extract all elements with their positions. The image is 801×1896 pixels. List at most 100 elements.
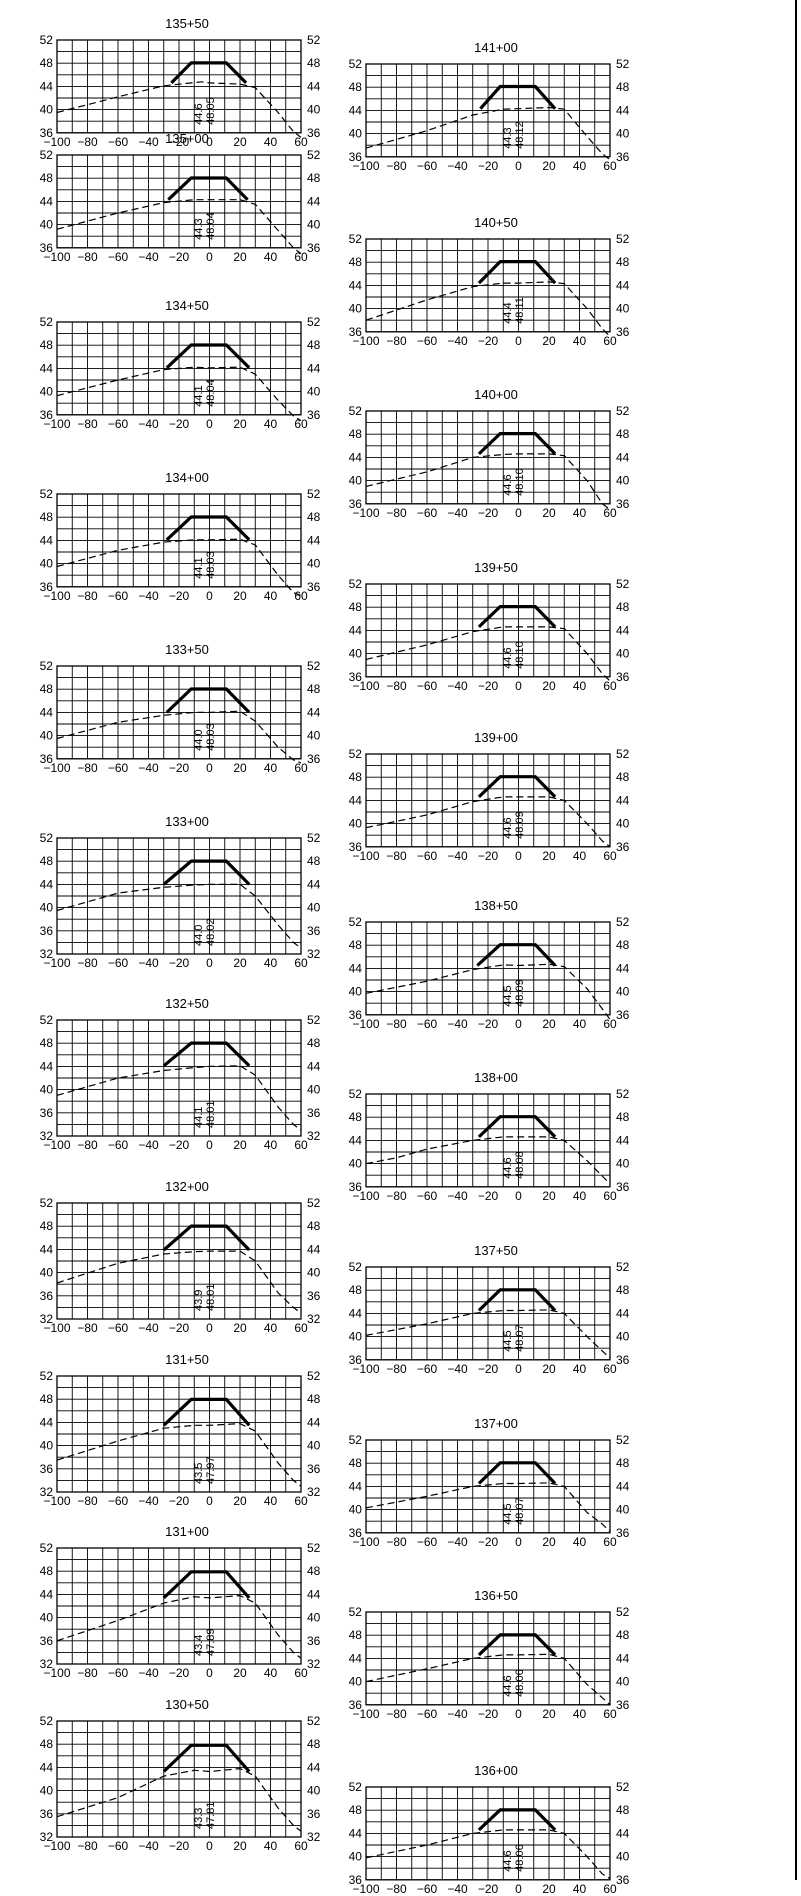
y-tick-label-right: 48 <box>307 1036 321 1050</box>
design-level-label: 48.05 <box>205 97 217 125</box>
x-tick-label: −20 <box>478 1882 499 1896</box>
x-tick-label: 60 <box>294 589 308 603</box>
x-tick-label: −100 <box>353 1882 380 1896</box>
x-tick-label: 20 <box>542 506 556 520</box>
y-tick-label-left: 44 <box>349 623 363 637</box>
y-tick-label-right: 32 <box>307 1830 321 1844</box>
y-tick-label-right: 52 <box>616 232 630 246</box>
y-tick-label-left: 48 <box>349 938 363 952</box>
x-tick-label: 0 <box>206 417 213 431</box>
plot-frame <box>365 238 611 333</box>
x-tick-label: −100 <box>43 1494 70 1508</box>
y-tick-label-right: 36 <box>307 241 321 255</box>
design-section-line <box>477 1461 557 1485</box>
x-tick-label: −80 <box>386 1882 407 1896</box>
cross-section-chart: 138+50 36 36 40 40 44 44 48 48 52 52 −100 −80 −60 −40−… <box>349 898 630 1031</box>
x-tick-label: −40 <box>447 1362 468 1376</box>
y-tick-label-left: 52 <box>349 232 363 246</box>
x-tick-label: 40 <box>264 589 278 603</box>
plot-frame <box>365 410 611 505</box>
y-tick-label-right: 44 <box>307 705 321 719</box>
x-tick-label: 60 <box>294 135 308 149</box>
x-tick-label: −100 <box>44 417 71 431</box>
y-tick-label-left: 48 <box>40 1219 54 1233</box>
y-tick-label-right: 52 <box>307 1369 321 1383</box>
y-tick-label-right: 32 <box>307 1485 321 1499</box>
y-tick-label-left: 44 <box>40 194 54 208</box>
chart-title: 137+50 <box>474 1243 518 1258</box>
ground-profile-line <box>56 1065 302 1131</box>
x-tick-label: −100 <box>353 679 380 693</box>
x-tick-label: 40 <box>573 1535 587 1549</box>
x-tick-label: −80 <box>386 334 407 348</box>
y-tick-label-left: 44 <box>349 1826 363 1840</box>
y-tick-label-left: 40 <box>40 729 54 743</box>
chart-title: 135+00 <box>165 131 209 146</box>
x-tick-label: −80 <box>386 1535 407 1549</box>
x-tick-label: 0 <box>515 1362 522 1376</box>
x-tick-label: −80 <box>77 250 98 264</box>
y-tick-label-right: 40 <box>616 985 630 999</box>
y-tick-label-left: 40 <box>40 1083 54 1097</box>
y-tick-label-left: 48 <box>40 1737 54 1751</box>
y-tick-label-left: 44 <box>40 533 54 547</box>
ground-level-label: 43.3 <box>193 1808 205 1829</box>
y-tick-label-right: 40 <box>307 729 321 743</box>
y-tick-label-left: 44 <box>349 103 363 117</box>
y-tick-label-right: 52 <box>307 1013 321 1027</box>
x-tick-label: 40 <box>264 1494 278 1508</box>
x-tick-label: −20 <box>478 1189 499 1203</box>
y-tick-label-right: 44 <box>307 79 321 93</box>
y-tick-label-right: 44 <box>307 1760 321 1774</box>
y-tick-label-right: 44 <box>307 194 321 208</box>
x-tick-label: −20 <box>169 417 190 431</box>
ground-profile-line <box>56 366 302 422</box>
y-tick-label-right: 32 <box>307 1129 321 1143</box>
x-tick-label: 40 <box>573 679 587 693</box>
x-tick-label: −80 <box>77 1839 98 1853</box>
ground-level-label: 44.0 <box>193 729 205 750</box>
plot-frame <box>56 1019 302 1137</box>
ground-level-label: 44.5 <box>502 1330 514 1351</box>
y-tick-label-right: 52 <box>307 1541 321 1555</box>
x-tick-label: −20 <box>478 1707 499 1721</box>
design-level-label: 47.81 <box>205 1801 217 1829</box>
y-tick-label-right: 52 <box>616 1605 630 1619</box>
x-tick-label: −20 <box>478 1535 499 1549</box>
y-tick-label-left: 32 <box>40 1830 54 1844</box>
cross-section-chart: 137+00 36 36 40 40 44 44 48 48 52 52 −100 −80 −60 −40−… <box>349 1416 630 1549</box>
cross-section-chart: 140+50 36 36 40 40 44 44 48 48 52 52 −100 −80 −60 −40−… <box>349 215 630 348</box>
x-tick-label: −20 <box>478 506 499 520</box>
cross-section-chart: 133+00 32 32 36 36 40 40 44 44 48 48 52 52 −100 −80 −60… <box>40 814 321 970</box>
y-tick-label-left: 40 <box>40 103 54 117</box>
y-tick-label-left: 36 <box>349 1180 363 1194</box>
x-tick-label: 0 <box>206 1138 213 1152</box>
x-tick-label: −100 <box>43 956 70 970</box>
y-tick-label-left: 44 <box>40 705 54 719</box>
y-tick-label-left: 52 <box>349 1433 363 1447</box>
y-tick-label-right: 40 <box>616 1850 630 1864</box>
y-tick-label-right: 44 <box>307 1242 321 1256</box>
plot-frame <box>365 1611 611 1706</box>
chart-title: 139+50 <box>474 560 518 575</box>
y-tick-label-right: 36 <box>616 497 630 511</box>
x-tick-label: 60 <box>603 1017 617 1031</box>
x-tick-label: −100 <box>353 1362 380 1376</box>
x-tick-label: 0 <box>515 159 522 173</box>
y-tick-label-left: 36 <box>40 408 54 422</box>
x-tick-label: 20 <box>233 589 247 603</box>
x-tick-label: 40 <box>573 1017 587 1031</box>
y-tick-label-left: 48 <box>40 171 54 185</box>
y-tick-label-left: 40 <box>40 1784 54 1798</box>
x-tick-label: −40 <box>138 1494 159 1508</box>
y-tick-label-right: 40 <box>307 1266 321 1280</box>
x-tick-label: −20 <box>169 1321 190 1335</box>
x-tick-label: −60 <box>417 334 438 348</box>
y-tick-label-left: 48 <box>40 854 54 868</box>
chart-title: 137+00 <box>474 1416 518 1431</box>
ground-level-label: 43.5 <box>193 1463 205 1484</box>
x-tick-label: −100 <box>353 849 380 863</box>
y-tick-label-left: 44 <box>349 1479 363 1493</box>
y-tick-label-left: 52 <box>349 577 363 591</box>
design-level-label: 48.03 <box>205 551 217 579</box>
